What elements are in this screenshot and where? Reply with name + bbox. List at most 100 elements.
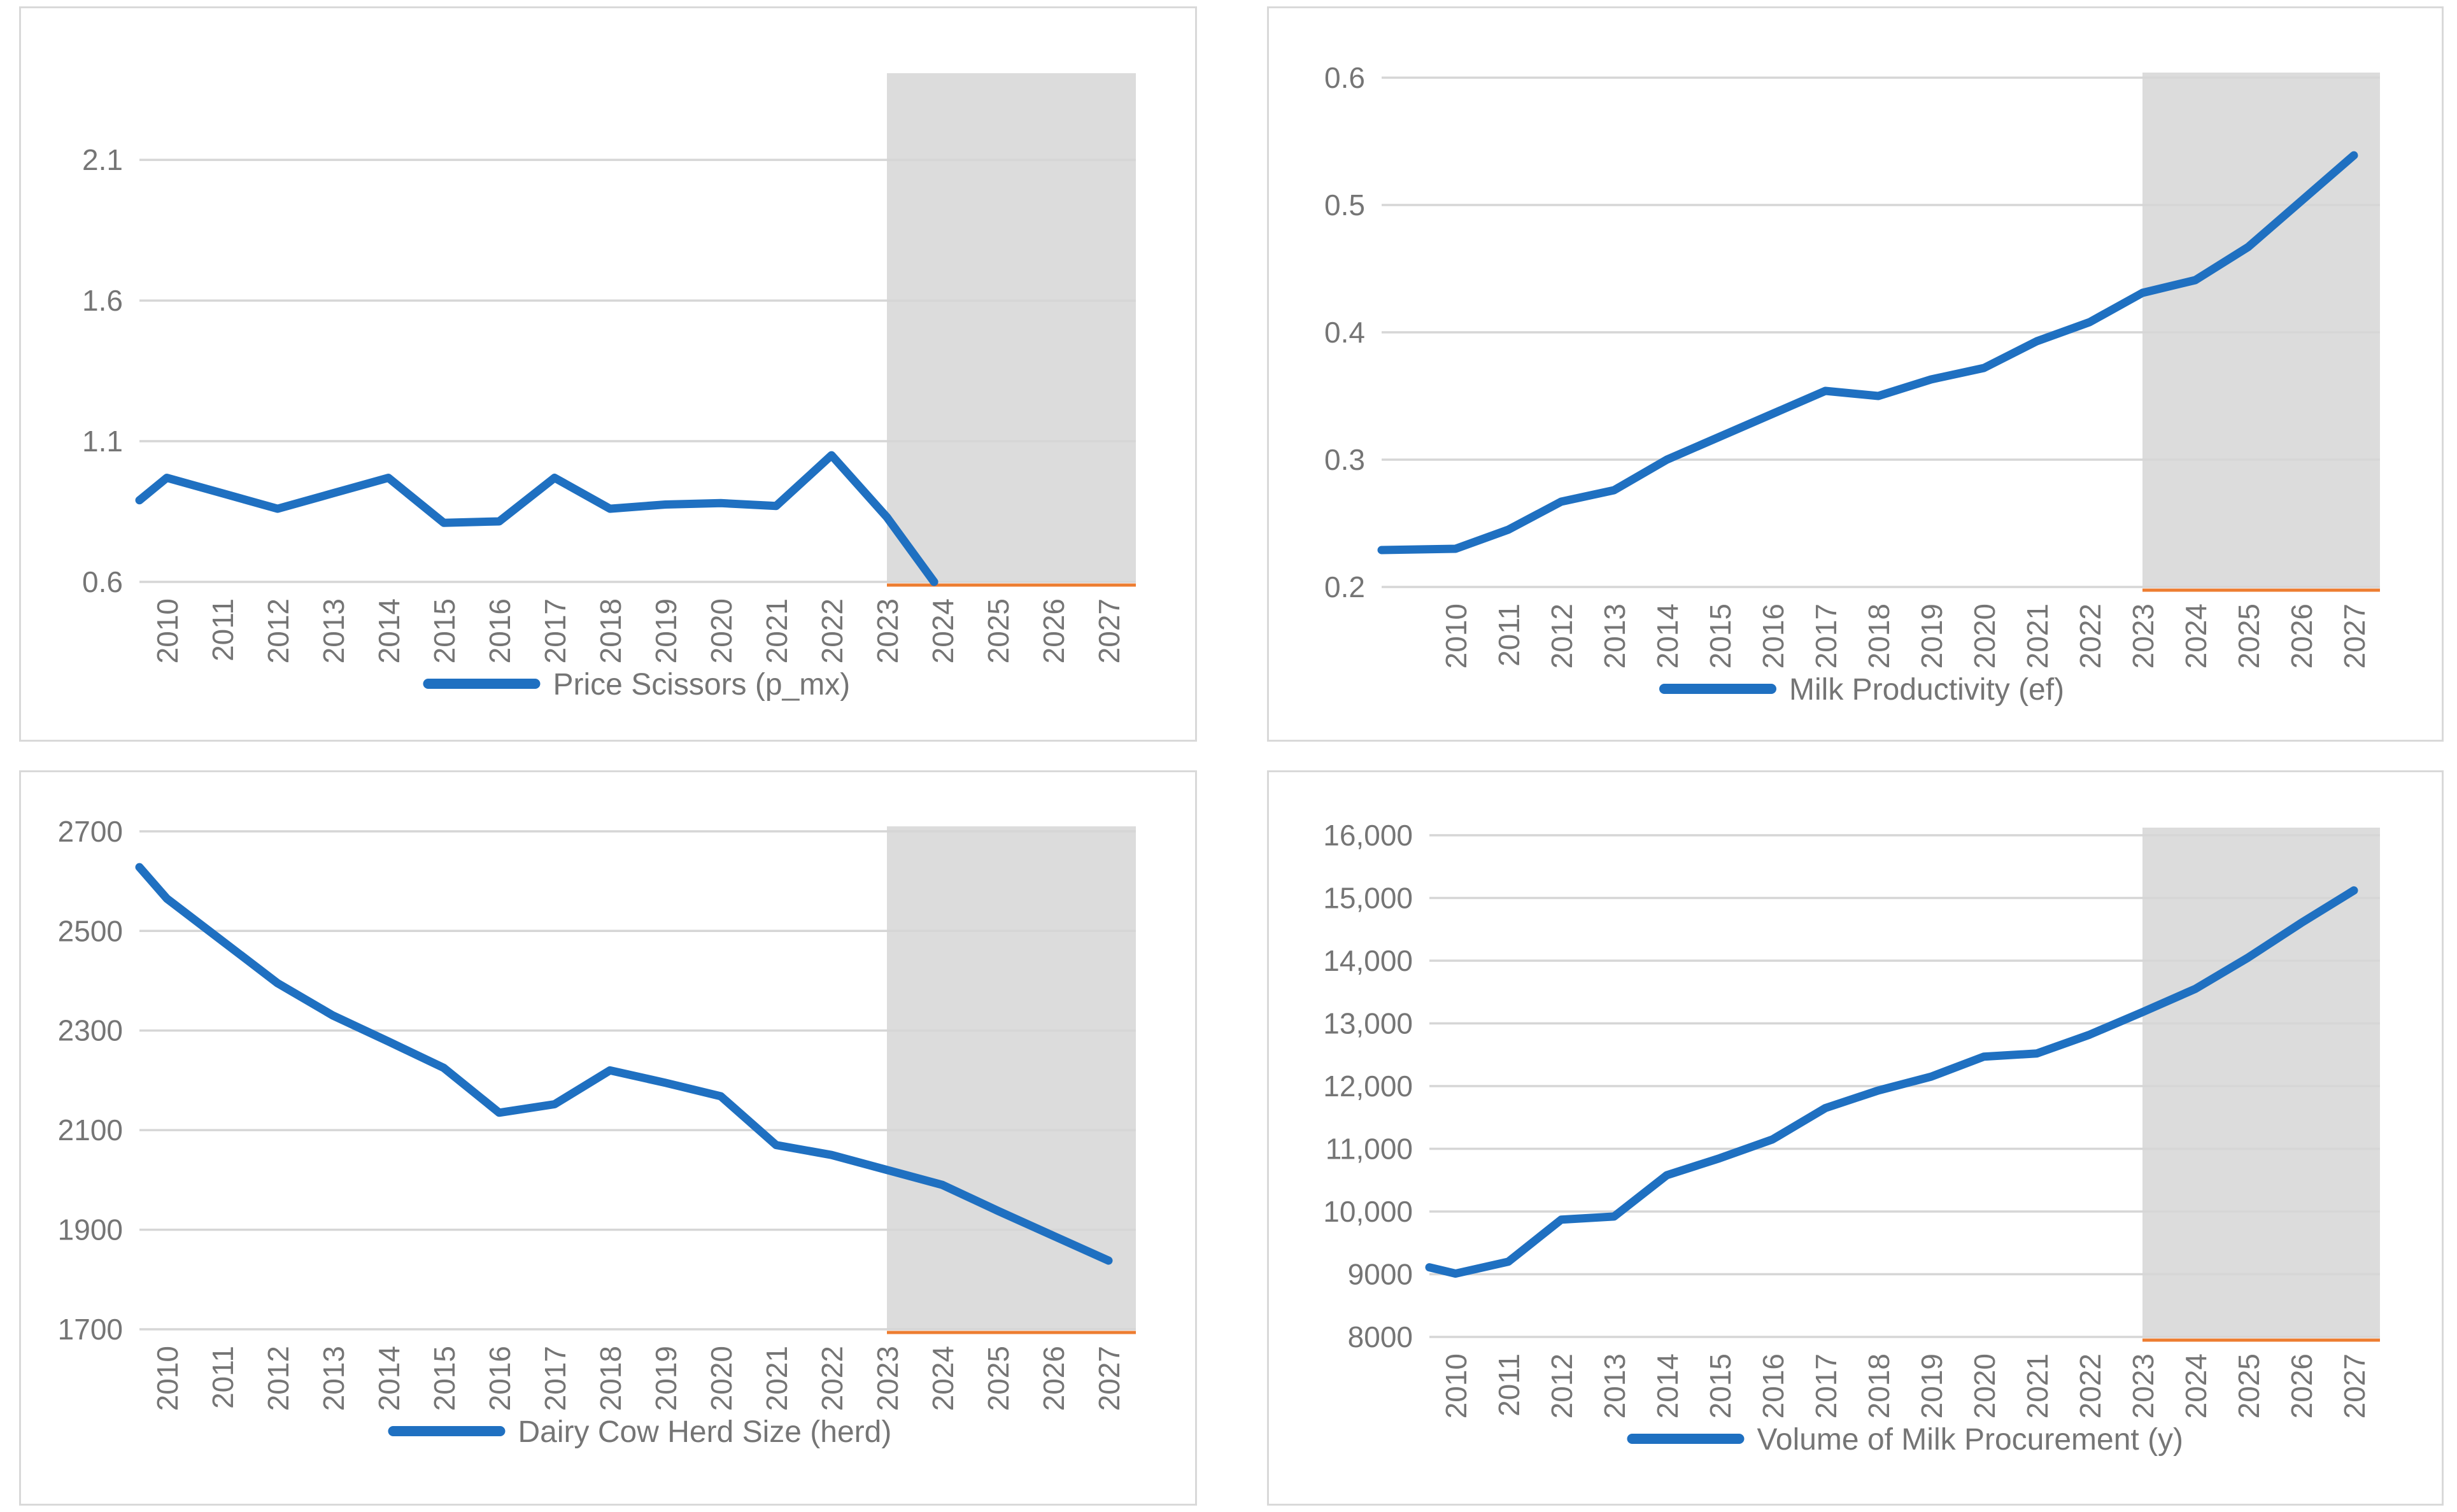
x-tick-label: 2014 [1651, 604, 1684, 668]
x-tick-label: 2025 [2232, 1353, 2265, 1418]
x-tick-label: 2010 [1440, 1353, 1473, 1418]
x-tick-label: 2012 [262, 598, 295, 663]
x-tick-label: 2013 [1598, 1353, 1631, 1418]
y-tick-label: 2.1 [82, 143, 123, 176]
y-tick-label: 0.6 [1324, 61, 1365, 94]
y-tick-label: 0.4 [1324, 316, 1365, 349]
y-tick-label: 14,000 [1323, 944, 1413, 977]
x-tick-label: 2022 [816, 598, 849, 663]
x-tick-label: 2017 [539, 1346, 572, 1411]
x-tick-label: 2019 [1915, 1353, 1948, 1418]
x-tick-label: 2012 [1545, 1353, 1578, 1418]
series-line [135, 451, 938, 586]
x-tick-label: 2021 [2021, 604, 2054, 668]
x-tick-label: 2015 [428, 1346, 461, 1411]
x-tick-label: 2022 [2074, 604, 2107, 668]
x-tick-label: 2027 [2338, 604, 2371, 668]
y-gridlines [139, 159, 1136, 583]
x-tick-label: 2020 [1968, 1353, 2001, 1418]
x-tick-label: 2025 [2232, 604, 2265, 668]
x-tick-label: 2011 [206, 598, 239, 661]
y-tick-label: 2500 [58, 914, 123, 947]
x-axis-labels: 2010 2011 2012 2013 2014 2015 2016 2017 2018 2019… [1440, 1353, 2371, 1418]
x-tick-label: 2027 [1093, 1346, 1126, 1411]
x-tick-label: 2014 [372, 1346, 406, 1411]
x-tick-label: 2020 [705, 598, 738, 663]
x-tick-label: 2027 [2338, 1353, 2371, 1418]
legend: Price Scissors (p_mx) [423, 668, 850, 702]
chart-card-price-scissors: 0.6 1.1 1.6 2.1 2010 2011 2012 2013 2014 2015 2016… [19, 6, 1197, 742]
x-tick-label: 2017 [1809, 604, 1843, 668]
y-axis-labels: 0.6 1.1 1.6 2.1 [82, 143, 123, 598]
x-tick-label: 2023 [871, 598, 904, 663]
x-tick-label: 2015 [1704, 1353, 1737, 1418]
x-tick-label: 2019 [649, 1346, 683, 1411]
forecast-shading [887, 73, 1136, 582]
y-tick-label: 15,000 [1323, 882, 1413, 915]
legend: Milk Productivity (ef) [1659, 673, 2064, 707]
y-tick-label: 0.5 [1324, 188, 1365, 222]
forecast-shading [2142, 73, 2380, 587]
x-tick-label: 2016 [1757, 604, 1790, 668]
x-tick-label: 2010 [151, 1346, 184, 1411]
x-tick-label: 2015 [1704, 604, 1737, 668]
x-tick-label: 2020 [1968, 604, 2001, 668]
y-tick-label: 13,000 [1323, 1007, 1413, 1040]
x-tick-label: 2018 [594, 598, 627, 663]
x-tick-label: 2011 [206, 1346, 239, 1409]
x-tick-label: 2010 [151, 598, 184, 663]
x-tick-label: 2010 [1440, 604, 1473, 668]
x-tick-label: 2026 [1037, 598, 1070, 663]
y-tick-label: 12,000 [1323, 1070, 1413, 1103]
x-tick-label: 2026 [1037, 1346, 1070, 1411]
series-line [135, 863, 1113, 1265]
chart-card-dairy-cow-herd-size: 1700 1900 2100 2300 2500 2700 2010 2011 2012 2013… [19, 770, 1197, 1506]
y-tick-label: 1900 [58, 1213, 123, 1247]
x-tick-label: 2016 [1757, 1353, 1790, 1418]
x-tick-label: 2024 [2179, 1353, 2213, 1418]
price-scissors-chart: 0.6 1.1 1.6 2.1 2010 2011 2012 2013 2014 2015 2016… [19, 6, 1197, 742]
x-axis-labels: 2010 2011 2012 2013 2014 2015 2016 2017 2018 2019… [151, 1346, 1126, 1411]
forecast-shading [2142, 828, 2380, 1337]
milk-procurement-volume-chart: 8000 9000 10,000 11,000 12,000 13,000 14,000 15… [1267, 770, 2444, 1506]
x-tick-label: 2019 [1915, 604, 1948, 668]
y-tick-label: 2300 [58, 1014, 123, 1047]
x-tick-label: 2016 [483, 598, 516, 663]
y-tick-label: 9000 [1348, 1258, 1413, 1291]
x-tick-label: 2013 [317, 1346, 350, 1411]
x-tick-label: 2021 [2021, 1353, 2054, 1418]
x-tick-label: 2025 [982, 598, 1015, 663]
x-tick-label: 2021 [760, 598, 793, 663]
y-tick-label: 2700 [58, 815, 123, 848]
x-tick-label: 2014 [1651, 1353, 1684, 1418]
x-tick-label: 2026 [2285, 604, 2318, 668]
x-tick-label: 2022 [816, 1346, 849, 1411]
x-tick-label: 2024 [926, 1346, 959, 1411]
y-tick-label: 10,000 [1323, 1195, 1413, 1228]
legend-label: Milk Productivity (ef) [1789, 673, 2064, 707]
x-tick-label: 2016 [483, 1346, 516, 1411]
y-tick-label: 0.3 [1324, 443, 1365, 476]
legend-label: Dairy Cow Herd Size (herd) [518, 1415, 892, 1449]
y-tick-label: 8000 [1348, 1320, 1413, 1353]
series-line [1377, 151, 2358, 555]
y-tick-label: 0.6 [82, 565, 123, 598]
x-tick-label: 2023 [2127, 604, 2160, 668]
series-line [1425, 886, 2358, 1278]
x-tick-label: 2026 [2285, 1353, 2318, 1418]
legend: Dairy Cow Herd Size (herd) [388, 1415, 892, 1449]
y-tick-label: 16,000 [1323, 819, 1413, 852]
x-tick-label: 2014 [372, 598, 406, 663]
y-gridlines [1429, 834, 2380, 1338]
x-axis-labels: 2010 2011 2012 2013 2014 2015 2016 2017 2018 2019… [1440, 604, 2371, 668]
x-tick-label: 2013 [1598, 604, 1631, 668]
x-tick-label: 2018 [594, 1346, 627, 1411]
forecast-shading [887, 826, 1136, 1329]
x-tick-label: 2011 [1492, 1353, 1526, 1417]
y-tick-label: 1.1 [82, 425, 123, 458]
x-tick-label: 2022 [2074, 1353, 2107, 1418]
y-gridlines [139, 830, 1136, 1331]
x-tick-label: 2013 [317, 598, 350, 663]
x-tick-label: 2019 [649, 598, 683, 663]
